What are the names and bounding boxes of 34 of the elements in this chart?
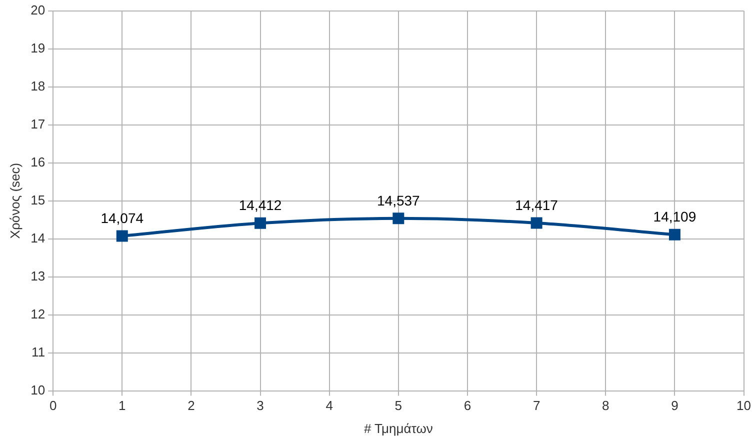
- annotation: 14,417: [515, 196, 558, 213]
- x-tick-label: 6: [464, 398, 472, 414]
- y-tick-label: 17: [30, 116, 46, 132]
- annotation: 14,537: [377, 192, 420, 208]
- y-tick-label: 12: [30, 306, 46, 322]
- x-tick-label: 4: [326, 398, 333, 414]
- y-tick-label: 10: [30, 382, 46, 398]
- annotation: 14,109: [653, 208, 696, 225]
- x-tick-label: 10: [736, 398, 752, 414]
- x-tick-label: 0: [49, 398, 57, 414]
- x-tick-label: 9: [671, 398, 678, 414]
- x-axis-title: # Τμημάτων: [364, 420, 433, 436]
- point: [392, 212, 404, 224]
- y-tick-label: 13: [30, 268, 46, 284]
- y-tick-label: 19: [30, 40, 46, 56]
- x-tick-label: 8: [602, 398, 610, 414]
- y-tick-label: 15: [30, 192, 46, 208]
- y-tick-label: 11: [32, 344, 46, 360]
- x-tick-label: 1: [118, 398, 126, 414]
- x-tick-label: 2: [188, 398, 195, 414]
- annotation: 14,074: [100, 210, 144, 226]
- y-tick-label: 18: [30, 78, 46, 94]
- point: [668, 228, 680, 240]
- y-tick-label: 16: [30, 154, 46, 170]
- x-tick-label: 5: [394, 398, 402, 414]
- annotation: 14,412: [238, 197, 282, 214]
- y-tick-label: 20: [30, 2, 46, 18]
- y-axis-title: Χρόνος (sec): [7, 162, 22, 239]
- x-tick-label: 7: [532, 398, 540, 414]
- point: [254, 217, 266, 229]
- point: [116, 230, 128, 242]
- y-tick-label: 14: [30, 230, 46, 246]
- point: [530, 217, 542, 229]
- x-tick-label: 3: [256, 398, 264, 414]
